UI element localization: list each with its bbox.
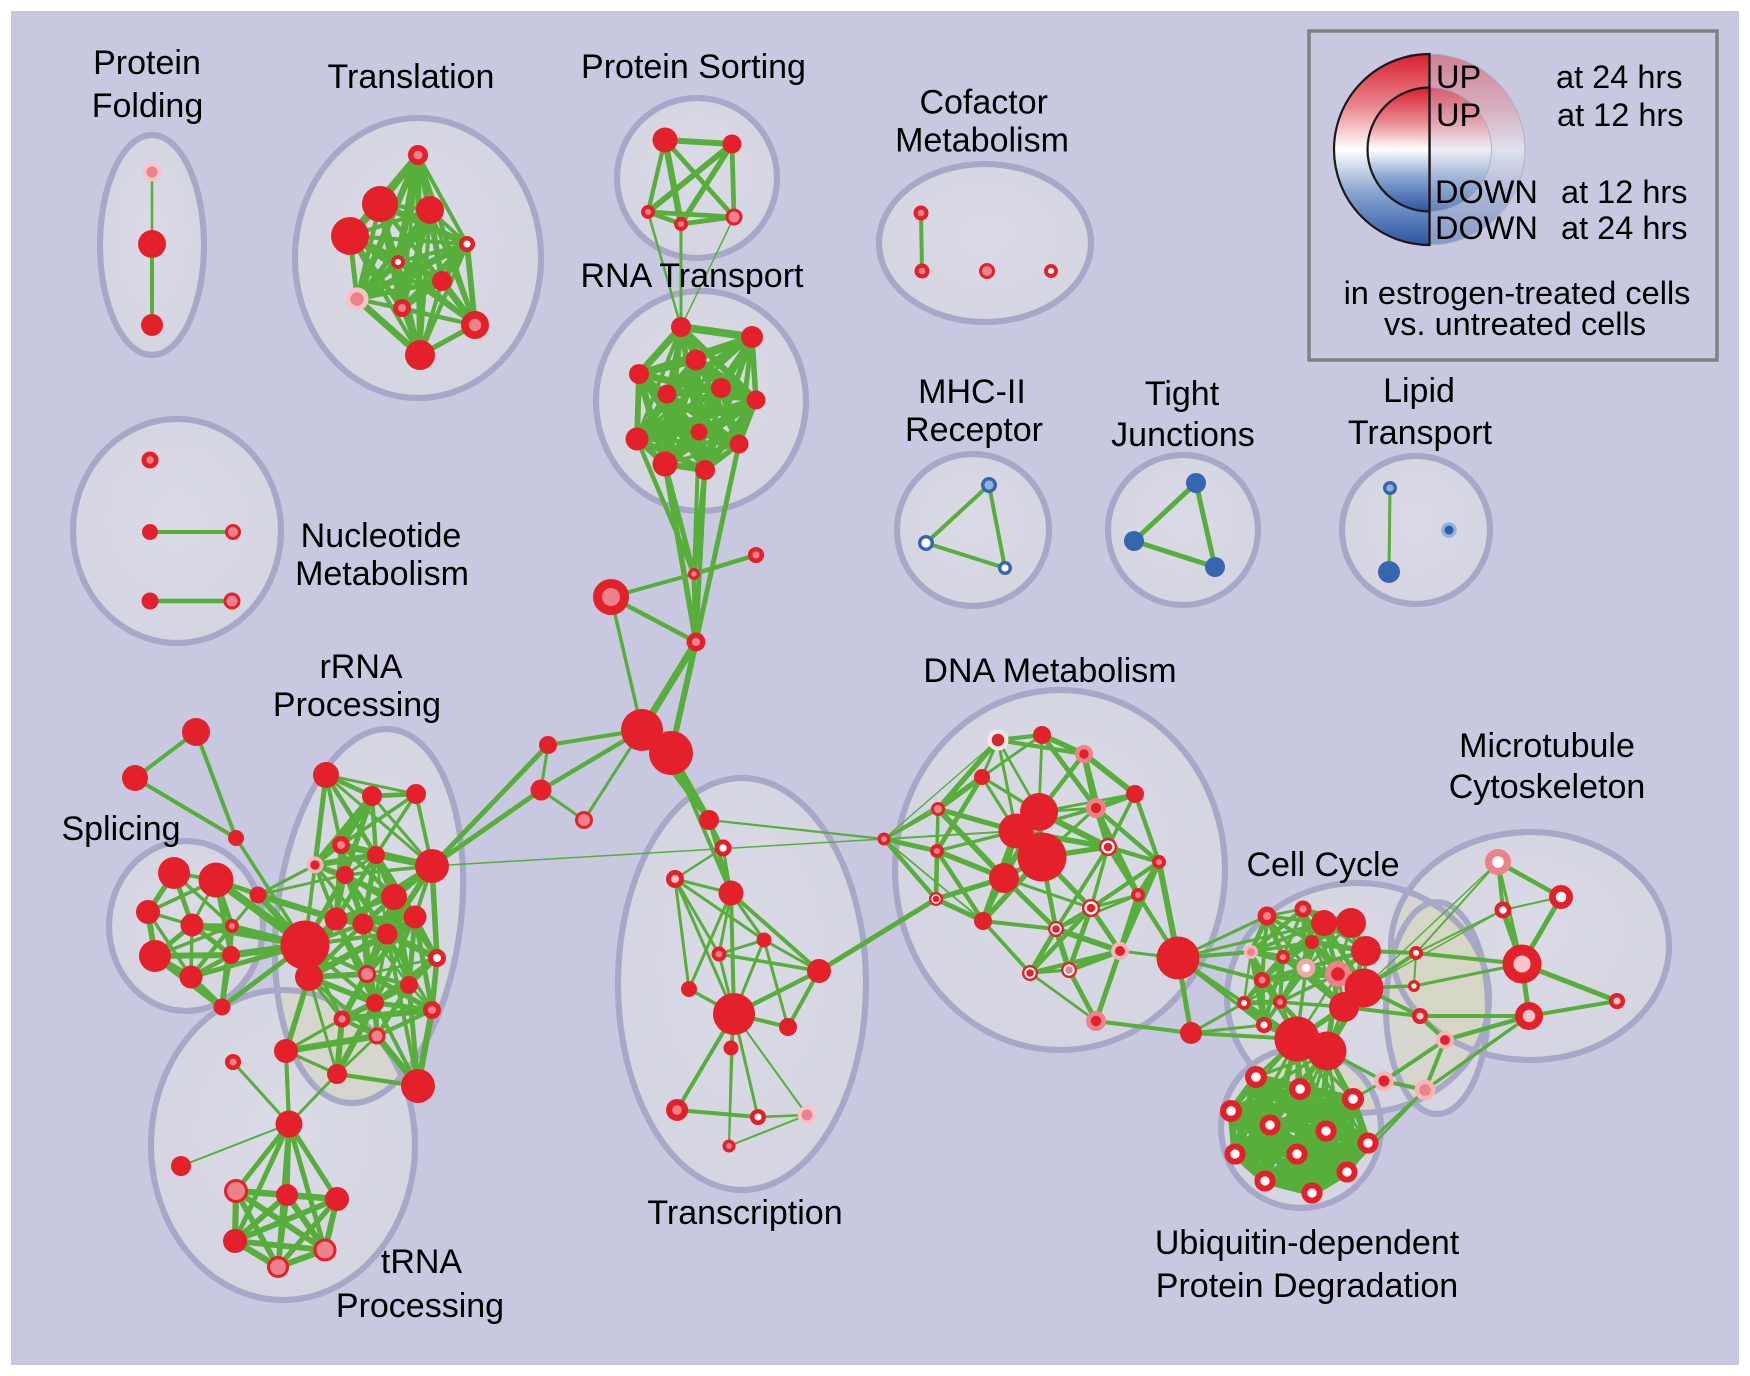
svg-text:Transport: Transport [1348, 414, 1493, 452]
svg-text:at 12 hrs: at 12 hrs [1561, 174, 1687, 210]
svg-text:DOWN: DOWN [1435, 174, 1538, 210]
svg-text:Processing: Processing [273, 686, 441, 724]
svg-text:at 12 hrs: at 12 hrs [1557, 97, 1683, 133]
svg-text:RNA Transport: RNA Transport [581, 257, 805, 295]
svg-text:rRNA: rRNA [319, 648, 402, 686]
svg-text:Ubiquitin-dependent: Ubiquitin-dependent [1155, 1224, 1460, 1262]
svg-text:Lipid: Lipid [1383, 372, 1455, 410]
svg-text:vs. untreated cells: vs. untreated cells [1384, 306, 1646, 342]
svg-text:Microtubule: Microtubule [1459, 727, 1635, 765]
svg-text:Junctions: Junctions [1111, 416, 1255, 454]
svg-text:MHC-II: MHC-II [918, 373, 1026, 411]
svg-text:Protein Sorting: Protein Sorting [581, 48, 806, 86]
svg-text:DOWN: DOWN [1435, 210, 1538, 246]
svg-text:Processing: Processing [336, 1287, 504, 1325]
svg-text:Cytoskeleton: Cytoskeleton [1449, 768, 1646, 806]
svg-text:Cofactor: Cofactor [919, 84, 1048, 122]
svg-text:UP: UP [1436, 59, 1481, 95]
svg-text:DNA Metabolism: DNA Metabolism [923, 652, 1176, 690]
svg-text:Translation: Translation [328, 58, 495, 96]
svg-text:Receptor: Receptor [905, 411, 1043, 449]
svg-text:Protein: Protein [93, 44, 201, 82]
svg-text:Folding: Folding [92, 87, 204, 125]
svg-text:Nucleotide: Nucleotide [301, 517, 462, 555]
svg-text:Cell Cycle: Cell Cycle [1246, 846, 1399, 884]
svg-text:Metabolism: Metabolism [895, 122, 1069, 160]
svg-text:Transcription: Transcription [647, 1194, 842, 1232]
svg-text:in estrogen-treated cells: in estrogen-treated cells [1344, 275, 1691, 311]
svg-text:Protein Degradation: Protein Degradation [1156, 1267, 1458, 1305]
svg-text:at 24 hrs: at 24 hrs [1556, 59, 1682, 95]
svg-text:at 24 hrs: at 24 hrs [1561, 210, 1687, 246]
svg-text:Metabolism: Metabolism [295, 555, 469, 593]
svg-text:Tight: Tight [1145, 375, 1220, 413]
svg-text:Splicing: Splicing [61, 810, 180, 848]
svg-text:UP: UP [1436, 97, 1481, 133]
svg-text:tRNA: tRNA [381, 1243, 463, 1281]
